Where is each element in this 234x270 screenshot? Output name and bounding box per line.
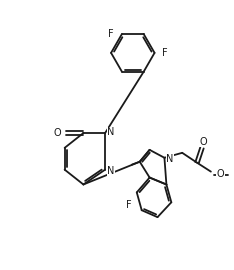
Text: O: O [53,128,61,138]
Text: N: N [166,154,174,164]
Text: F: F [126,200,132,210]
Text: N: N [107,166,114,176]
Text: F: F [108,29,114,39]
Text: F: F [162,48,168,58]
Text: O: O [199,137,207,147]
Text: N: N [107,127,114,137]
Text: O: O [217,168,224,178]
